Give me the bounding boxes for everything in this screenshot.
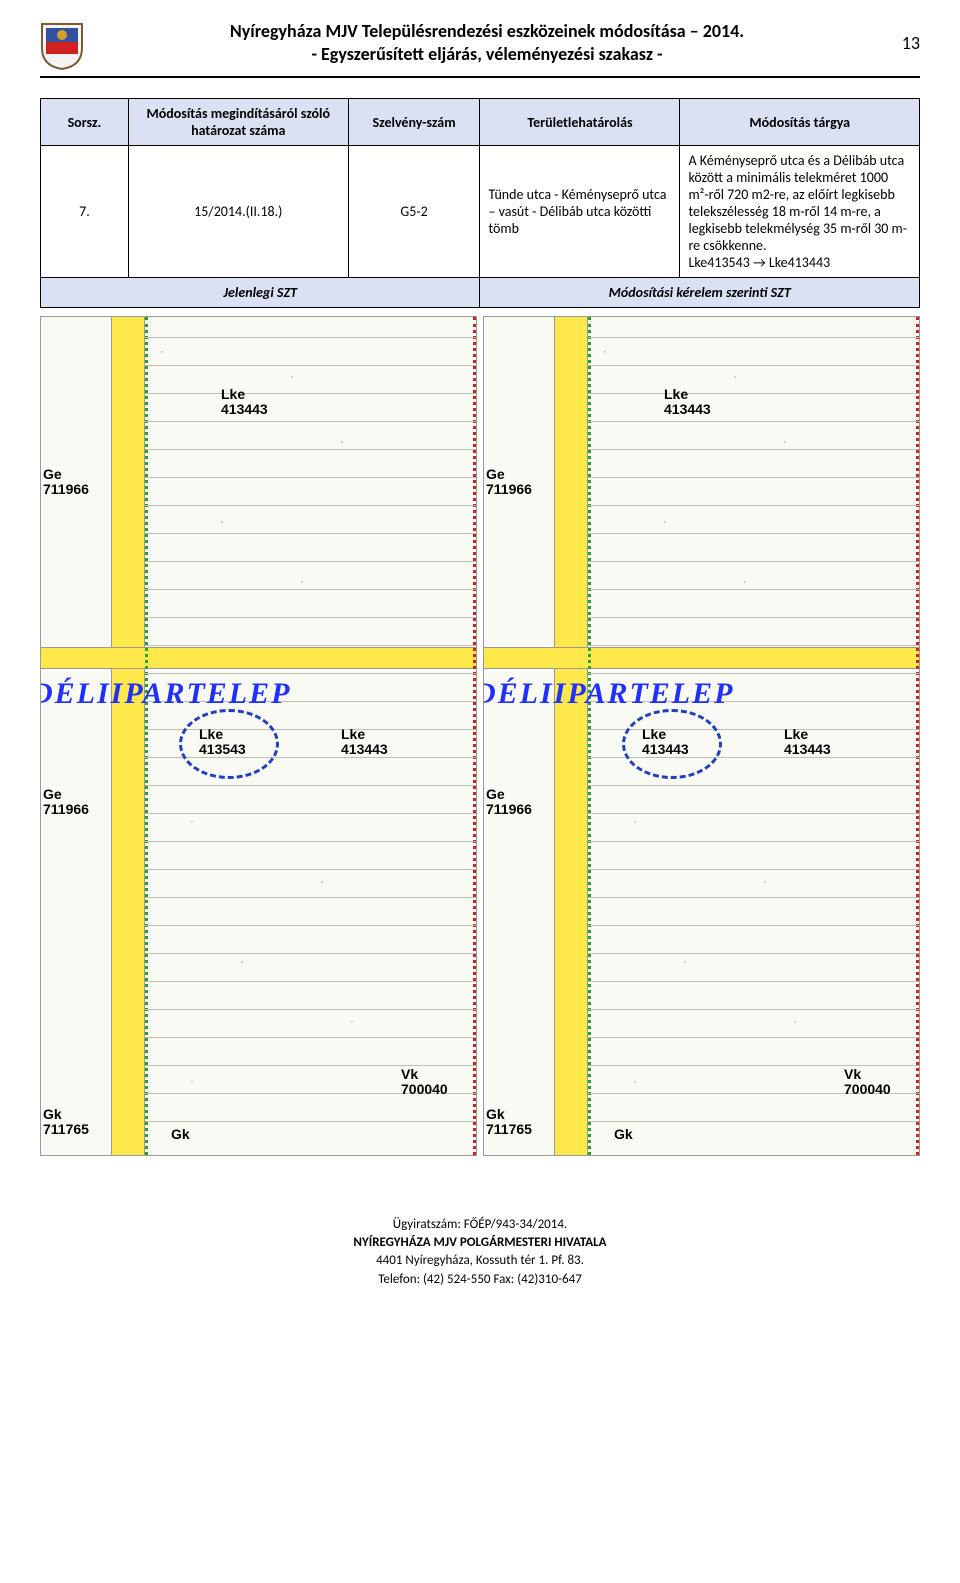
th-sorsz: Sorsz. xyxy=(41,99,129,146)
th-targy: Módosítás tárgya xyxy=(680,99,920,146)
zone-label: Lke 413443 xyxy=(341,727,388,758)
td-hatarozat: 15/2014.(II.18.) xyxy=(128,146,348,278)
maps-row: DÉLIIPARTELEPLke 413443Ge 711966Lke 4135… xyxy=(40,316,920,1156)
zone-label: Gk xyxy=(614,1127,633,1142)
info-table: Sorsz. Módosítás megindításáról szóló ha… xyxy=(40,98,920,308)
td-szelveny: G5-2 xyxy=(348,146,480,278)
footer-line3: 4401 Nyíregyháza, Kossuth tér 1. Pf. 83. xyxy=(40,1252,920,1270)
zone-label: Lke 413443 xyxy=(784,727,831,758)
zone-label: Lke 413443 xyxy=(664,387,711,418)
td-sorsz: 7. xyxy=(41,146,129,278)
map-overlay-text: DÉLIIPARTELEP xyxy=(483,677,734,711)
highlight-circle xyxy=(179,709,279,779)
page-footer: Ügyiratszám: FŐÉP/943-34/2014. NYÍREGYHÁ… xyxy=(40,1216,920,1289)
zone-label: Gk 711765 xyxy=(486,1107,532,1138)
zone-label: Ge 711966 xyxy=(486,787,532,818)
td-terulet: Tünde utca - Kéményseprő utca – vasút - … xyxy=(480,146,680,278)
zone-label: Gk 711765 xyxy=(43,1107,89,1138)
footer-line1: Ügyiratszám: FŐÉP/943-34/2014. xyxy=(40,1216,920,1234)
th-szelveny: Szelvény-szám xyxy=(348,99,480,146)
zone-label: Gk xyxy=(171,1127,190,1142)
header-line2: - Egyszerűsített eljárás, véleményezési … xyxy=(96,43,878,66)
page-number: 13 xyxy=(890,20,920,54)
crest-icon xyxy=(40,20,84,70)
table-row: 7. 15/2014.(II.18.) G5-2 Tünde utca - Ké… xyxy=(41,146,920,278)
header-title: Nyíregyháza MJV Településrendezési eszkö… xyxy=(96,20,878,67)
zone-label: Ge 711966 xyxy=(43,787,89,818)
th-hatarozat: Módosítás megindításáról szóló határozat… xyxy=(128,99,348,146)
section-header-row: Jelenlegi SZT Módosítási kérelem szerint… xyxy=(41,278,920,308)
zone-label: Vk 700040 xyxy=(401,1067,448,1098)
footer-line4: Telefon: (42) 524-550 Fax: (42)310-647 xyxy=(40,1271,920,1289)
zone-label: Lke 413443 xyxy=(221,387,268,418)
section-right: Módosítási kérelem szerinti SZT xyxy=(480,278,920,308)
page: Nyíregyháza MJV Településrendezési eszkö… xyxy=(0,0,960,1329)
th-terulet: Területlehatárolás xyxy=(480,99,680,146)
map-left: DÉLIIPARTELEPLke 413443Ge 711966Lke 4135… xyxy=(40,316,477,1156)
page-header: Nyíregyháza MJV Településrendezési eszkö… xyxy=(40,20,920,78)
td-targy: A Kéményseprő utca és a Délibáb utca köz… xyxy=(680,146,920,278)
header-line1: Nyíregyháza MJV Településrendezési eszkö… xyxy=(96,20,878,43)
table-header-row: Sorsz. Módosítás megindításáról szóló ha… xyxy=(41,99,920,146)
map-right: DÉLIIPARTELEP Lke 413443 Ge 711966 Lke 4134… xyxy=(483,316,920,1156)
zone-label: Vk 700040 xyxy=(844,1067,891,1098)
zone-label: Ge 711966 xyxy=(486,467,532,498)
highlight-circle xyxy=(622,709,722,779)
footer-line2: NYÍREGYHÁZA MJV POLGÁRMESTERI HIVATALA xyxy=(40,1234,920,1252)
map-overlay-text: DÉLIIPARTELEP xyxy=(40,677,291,711)
section-left: Jelenlegi SZT xyxy=(41,278,480,308)
zone-label: Ge 711966 xyxy=(43,467,89,498)
